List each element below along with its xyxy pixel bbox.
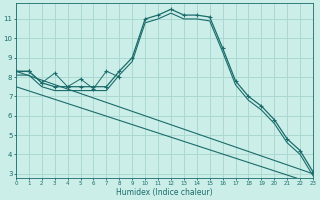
X-axis label: Humidex (Indice chaleur): Humidex (Indice chaleur) — [116, 188, 213, 197]
